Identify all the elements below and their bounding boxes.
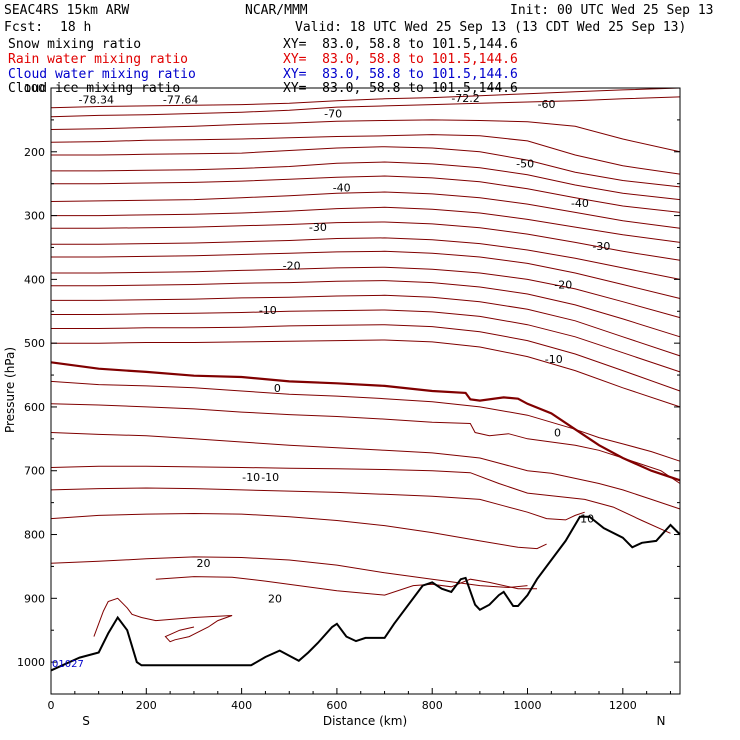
organization: NCAR/MMM [245, 3, 308, 18]
y-tick-label: 800 [24, 529, 45, 542]
isotherm-line-26 [155, 576, 537, 596]
isotherm-line-18 [50, 361, 681, 482]
isotherm-line-25 [50, 556, 528, 589]
isotherm-line-19 [50, 380, 681, 462]
contour-value-label: -40 [571, 197, 589, 210]
contour-value-label: -50 [516, 157, 534, 170]
isotherm-line-7 [50, 191, 681, 229]
contour-value-label: -20 [283, 259, 301, 272]
x-tick-label: 0 [48, 699, 55, 712]
contour-value-label: -10 [242, 471, 260, 484]
contour-value-label: -30 [309, 221, 327, 234]
x-tick-label: 400 [231, 699, 252, 712]
contour-value-label: -10 [545, 353, 563, 366]
isotherm-line-3 [50, 134, 681, 175]
field-label-cloud-water: Cloud water mixing ratio [8, 67, 196, 82]
model-name: SEAC4RS 15km ARW [4, 3, 130, 18]
isotherm-line-10 [51, 237, 681, 280]
y-tick-label: 900 [24, 592, 45, 605]
terrain-profile [50, 515, 681, 672]
y-tick-label: 200 [24, 146, 45, 159]
isotherm-line-8 [51, 206, 681, 243]
contour-value-label: 0 [274, 382, 281, 395]
isotherm-line-12 [51, 266, 681, 319]
contour-value-label: -70 [324, 108, 342, 121]
forecast-hour-label: Fcst: [4, 20, 44, 35]
x-tick-label: 1200 [609, 699, 637, 712]
contour-value-label: 20 [268, 592, 282, 605]
isotherm-line-22 [50, 465, 671, 534]
forecast-hour-value: 18 h [60, 20, 92, 35]
contour-value-label: -77.64 [163, 93, 198, 106]
x-tick-label: 800 [422, 699, 443, 712]
y-tick-label: 500 [24, 337, 45, 350]
init-time: Init: 00 UTC Wed 25 Sep 13 [510, 3, 714, 18]
isotherm-line-23 [50, 487, 585, 521]
field-xy-cloud-water: XY= 83.0, 58.8 to 101.5,144.6 [283, 67, 518, 82]
y-tick-label: 700 [24, 465, 45, 478]
isotherm-line-11 [51, 250, 681, 299]
contour-value-label: -10 [259, 304, 277, 317]
isotherm-line-5 [51, 161, 681, 201]
isotherm-line-15 [51, 309, 681, 373]
isotherm-line-16 [51, 324, 681, 392]
isotherm-line-0 [50, 87, 681, 109]
field-xy-snow: XY= 83.0, 58.8 to 101.5,144.6 [283, 37, 518, 52]
y-tick-label: 600 [24, 401, 45, 414]
isotherm-line-4 [51, 146, 681, 188]
contour-labels: -78.34 -77.64 -72.2 -70 -60 -50 -40 -40 -30 -30 -2… [79, 92, 611, 605]
field-xy-rain: XY= 83.0, 58.8 to 101.5,144.6 [283, 52, 518, 67]
isotherm-line-21 [50, 432, 681, 510]
contour-value-label: -40 [333, 182, 351, 195]
y-tick-label: 400 [24, 273, 45, 286]
field-label-snow: Snow mixing ratio [8, 37, 142, 52]
plot-frame [50, 87, 681, 695]
temperature-contours [50, 87, 681, 643]
x-tick-label: 200 [136, 699, 157, 712]
y-axis-label: Pressure (hPa) [3, 347, 17, 433]
axis-ticks: 0 200 400 600 800 1000 12001002003004005006007… [17, 82, 680, 712]
contour-value-label: -20 [554, 278, 572, 291]
contour-value-label: 0 [554, 426, 561, 439]
x-tick-label: 1000 [514, 699, 542, 712]
y-tick-label: 1000 [17, 656, 45, 669]
isotherm-line-17 [51, 339, 681, 408]
surface-pressure-label: 01027 [52, 659, 84, 670]
right-end-label: N [657, 714, 666, 728]
contour-value-label: 20 [196, 557, 210, 570]
isotherm-line-6 [51, 175, 681, 213]
contour-value-label: -30 [592, 240, 610, 253]
left-end-label: S [82, 714, 90, 728]
isotherm-line-27 [93, 597, 233, 643]
isotherm-line-14 [51, 294, 681, 357]
isotherm-line-9 [51, 221, 681, 261]
contour-value-label: -10 [261, 471, 279, 484]
isotherm-line-20 [50, 403, 681, 484]
isotherm-line-24 [50, 512, 547, 550]
valid-time: Valid: 18 UTC Wed 25 Sep 13 (13 CDT Wed … [295, 20, 687, 35]
contour-value-label: -72.2 [451, 92, 479, 105]
x-axis-label: Distance (km) [323, 714, 407, 728]
y-tick-label: 300 [24, 210, 45, 223]
isotherm-line-2 [50, 119, 681, 153]
y-tick-label: 100 [24, 82, 45, 95]
field-label-rain: Rain water mixing ratio [8, 52, 189, 67]
terrain-line [50, 515, 681, 672]
contour-value-label: -60 [538, 98, 556, 111]
isotherm-line-1 [50, 96, 681, 118]
contour-value-label: -78.34 [79, 93, 114, 106]
isotherm-line-13 [51, 280, 681, 338]
x-tick-label: 600 [326, 699, 347, 712]
